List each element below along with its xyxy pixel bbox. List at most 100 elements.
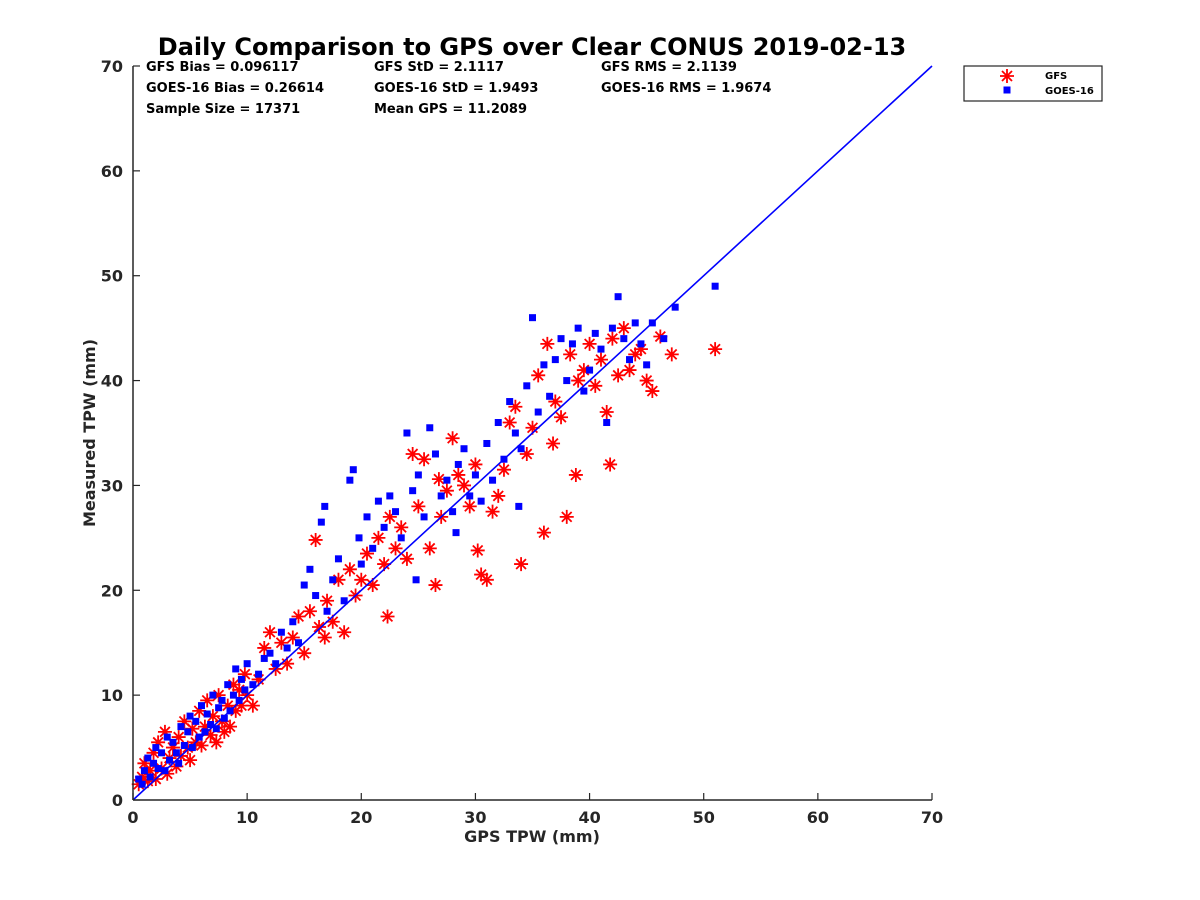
gfs-point [394, 520, 409, 535]
goes16-point [363, 513, 371, 521]
goes16-point [614, 293, 622, 301]
goes16-point [241, 686, 249, 694]
goes16-point [454, 460, 462, 468]
goes16-point [414, 471, 422, 479]
gfs-point [633, 342, 648, 357]
gfs-point [531, 368, 546, 383]
goes16-point [357, 560, 365, 568]
goes16-point [138, 780, 146, 788]
gfs-point [399, 551, 414, 566]
goes16-point [166, 756, 174, 764]
goes16-point [506, 398, 514, 406]
gfs-point [554, 410, 569, 425]
goes16-point [220, 714, 228, 722]
x-axis-label: GPS TPW (mm) [464, 827, 600, 846]
goes16-point [660, 335, 668, 343]
goes16-point [329, 576, 337, 584]
gfs-point [297, 646, 312, 661]
stats-annotations: GFS Bias = 0.096117 GFS StD = 2.1117 GFS R… [146, 60, 771, 117]
gfs-point [197, 719, 212, 734]
gfs-point [525, 420, 540, 435]
y-tick-label: 60 [101, 162, 123, 181]
y-tick-label: 0 [112, 791, 123, 810]
goes16-point [172, 749, 180, 757]
gfs-point [508, 399, 523, 414]
stat-annotation: GOES-16 StD = 1.9493 [374, 81, 538, 96]
goes16-point [321, 502, 329, 510]
goes16-point [534, 408, 542, 416]
goes16-point [197, 702, 205, 710]
goes16-point [397, 534, 405, 542]
goes16-point [517, 445, 525, 453]
goes16-point [574, 324, 582, 332]
gfs-point [157, 724, 172, 739]
gfs-point [146, 745, 161, 760]
y-tick-label: 20 [101, 581, 123, 600]
goes16-point [144, 754, 152, 762]
gfs-point [380, 609, 395, 624]
goes16-point [140, 767, 148, 775]
goes16-point [551, 356, 559, 364]
goes16-point [152, 744, 160, 752]
gfs-point [312, 619, 327, 634]
goes16-point [277, 628, 285, 636]
goes16-point [523, 382, 531, 390]
goes16-point [449, 508, 457, 516]
gfs-point [342, 562, 357, 577]
goes16-point [529, 314, 536, 322]
gfs-point [582, 336, 597, 351]
gfs-point [171, 730, 186, 745]
goes16-point [249, 681, 257, 689]
goes16-point [631, 319, 639, 327]
axes: 0 10 20 30 40 50 60 70 0 10 20 30 40 50 60 70 [101, 57, 943, 827]
goes16-point [266, 649, 274, 657]
gfs-point [628, 347, 643, 362]
goes16-point [603, 419, 611, 427]
gfs-point [588, 378, 603, 393]
gfs-point [388, 541, 403, 556]
legend-label-gfs: GFS [1045, 71, 1067, 82]
gfs-point [546, 436, 561, 451]
gfs-point [431, 472, 446, 487]
goes16-point [349, 466, 357, 474]
gfs-point [194, 738, 209, 753]
goes16-point [215, 704, 223, 712]
gfs-point [226, 677, 241, 692]
stat-annotation: Mean GPS = 11.2089 [374, 102, 527, 117]
x-tick-label: 70 [921, 808, 943, 827]
gfs-point [137, 756, 152, 771]
x-ticks: 0 10 20 30 40 50 60 70 [127, 793, 943, 827]
goes16-point [150, 759, 158, 767]
goes16-point [466, 492, 474, 500]
goes16-point [184, 728, 192, 736]
y-tick-label: 70 [101, 57, 123, 76]
gfs-point [462, 499, 477, 514]
gfs-point [285, 630, 300, 645]
gfs-point [262, 625, 277, 640]
goes16-point [568, 340, 576, 348]
gfs-point [331, 572, 346, 587]
goes16-point [346, 476, 354, 484]
gfs-point [496, 462, 511, 477]
gfs-point [140, 774, 155, 789]
goes16-point [591, 329, 599, 337]
gfs-point [645, 384, 660, 399]
goes16-point [431, 450, 439, 458]
y-tick-label: 30 [101, 476, 123, 495]
gfs-point [354, 572, 369, 587]
goes16-point [154, 765, 162, 773]
gfs-point [232, 682, 247, 697]
legend-box [963, 65, 1103, 102]
goes16-point [243, 660, 251, 668]
goes16-point [546, 392, 554, 400]
stat-annotation: GFS RMS = 2.1139 [601, 60, 737, 75]
goes16-point [392, 508, 400, 516]
gfs-point [622, 363, 637, 378]
goes16-point [637, 340, 645, 348]
gfs-point [468, 457, 483, 472]
stat-annotation: GOES-16 RMS = 1.9674 [601, 81, 771, 96]
goes16-point [380, 523, 388, 531]
goes16-point [586, 366, 594, 374]
